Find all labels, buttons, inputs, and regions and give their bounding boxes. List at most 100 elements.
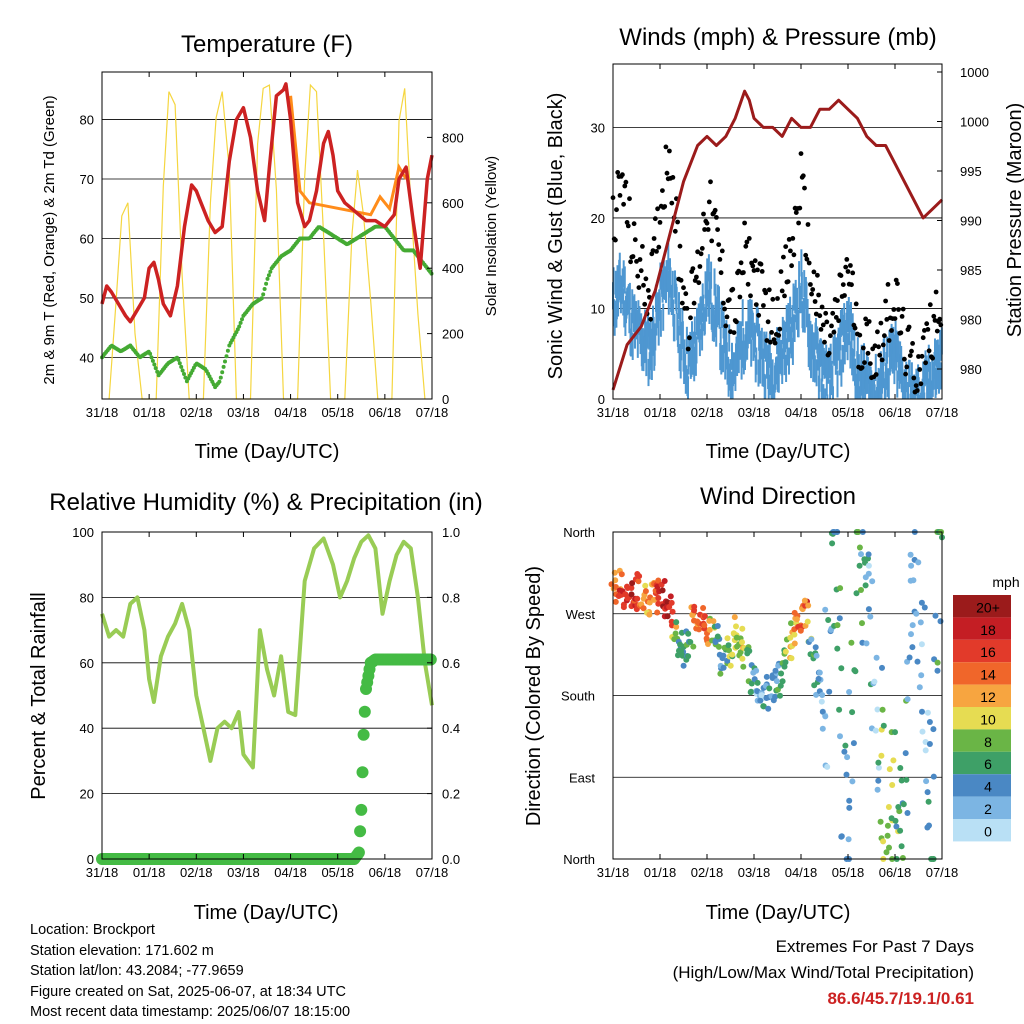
speed-legend-swatch (953, 796, 1011, 819)
wind-gust-point (684, 306, 690, 311)
direction-point (744, 646, 751, 653)
direction-point (897, 765, 904, 771)
direction-point (822, 713, 829, 720)
direction-xlabel: Time (Day/UTC) (706, 902, 851, 924)
dewpoint-point (268, 269, 273, 274)
wind-gust-point (643, 276, 649, 282)
wind-gust-point (722, 306, 727, 312)
dewpoint-point (182, 372, 186, 376)
direction-point (904, 696, 911, 703)
speed-legend-swatch (953, 639, 1011, 663)
winds-ylabel-right: Station Pressure (Maroon) (1004, 103, 1024, 338)
wind-gust-point (672, 228, 678, 234)
direction-point (874, 706, 881, 713)
speed-legend-swatch (953, 707, 1011, 730)
direction-point (788, 655, 795, 662)
direction-point (777, 692, 783, 699)
dir-ytick-label: South (561, 689, 595, 704)
wind-gust-point (670, 175, 676, 180)
temp-ytick-right-label: 600 (442, 196, 464, 211)
direction-point (696, 626, 702, 633)
wind-gust-point (820, 322, 826, 328)
direction-point (748, 680, 755, 687)
dewpoint-point (240, 317, 244, 322)
wind-gust-point (907, 353, 913, 358)
direction-point (760, 703, 767, 710)
direction-point (717, 670, 724, 677)
direction-point (895, 804, 902, 810)
temp-xtick-label: 06/18 (369, 405, 402, 420)
wind-gust-point (896, 307, 901, 312)
direction-point (865, 570, 872, 577)
speed-legend-title: mph (992, 574, 1019, 590)
wind-gust-point (623, 179, 629, 185)
direction-point (705, 641, 711, 647)
wind-gust-point (696, 280, 702, 286)
direction-point (646, 611, 653, 618)
wind-gust-point (906, 324, 912, 330)
dewpoint-point (221, 364, 226, 369)
dir-ytick-label: East (569, 770, 595, 785)
direction-point (898, 843, 905, 850)
precip-point (357, 728, 370, 741)
direction-point (892, 817, 899, 824)
wind-gust-point (656, 244, 662, 250)
winds-ytick-right-label: 990 (960, 214, 982, 229)
rh-xtick-label: 03/18 (227, 865, 260, 880)
direction-point (836, 615, 843, 622)
wind-gust-point (613, 237, 618, 243)
direction-point (731, 614, 738, 621)
wind-gust-point (873, 372, 879, 377)
wind-gust-point (778, 269, 784, 274)
solar-insolation-line (108, 83, 426, 400)
direction-point (841, 748, 848, 755)
direction-point (834, 622, 841, 629)
wind-gust-point (718, 270, 724, 276)
direction-point (843, 771, 850, 778)
direction-point (917, 619, 924, 626)
speed-legend-swatch (953, 751, 1011, 775)
rh-ytick-right-label: 0.8 (442, 590, 460, 605)
wind-gust-point (923, 360, 928, 366)
wind-gust-point (934, 328, 940, 334)
wind-gust-point (705, 227, 711, 232)
speed-legend-swatch (953, 684, 1011, 707)
direction-point (628, 591, 635, 598)
dir-frame (612, 531, 943, 860)
dewpoint-point (180, 368, 185, 373)
wind-gust-point (690, 266, 696, 271)
direction-point (916, 684, 923, 691)
dewpoint-point (266, 273, 271, 278)
wind-gust-point (853, 301, 859, 307)
dewpoint-point (177, 361, 182, 366)
speed-legend-label: 20+ (976, 599, 1000, 615)
wind-gust-point (683, 291, 689, 297)
direction-point (740, 663, 747, 670)
direction-point (829, 540, 836, 547)
speed-legend-label: 14 (980, 667, 996, 683)
wind-gust-point (782, 293, 787, 299)
direction-point (886, 766, 893, 773)
dewpoint-point (217, 379, 222, 384)
pressure-line (611, 89, 944, 391)
winds-ytick-label: 10 (591, 301, 605, 316)
direction-point (910, 577, 917, 584)
rh-xtick-label: 01/18 (133, 865, 166, 880)
speed-legend-swatch (953, 617, 1011, 640)
dewpoint-point (150, 358, 155, 363)
extremes-values: 86.6/45.7/19.1/0.61 (827, 989, 974, 1008)
direction-point (791, 631, 798, 638)
direction-point (725, 642, 732, 649)
wind-gust-point (688, 315, 693, 321)
wind-gust-point (865, 350, 871, 356)
wind-gust-point (746, 236, 752, 241)
humidity-title: Relative Humidity (%) & Precipitation (i… (49, 489, 482, 516)
direction-point (612, 577, 619, 584)
winds-ytick-label: 20 (591, 211, 605, 226)
wind-gust-point (882, 333, 887, 339)
direction-point (838, 665, 845, 672)
rh-ytick-right-label: 0.0 (442, 852, 460, 867)
direction-point (930, 726, 937, 733)
wind-gust-point (742, 220, 747, 226)
direction-point (913, 610, 920, 617)
